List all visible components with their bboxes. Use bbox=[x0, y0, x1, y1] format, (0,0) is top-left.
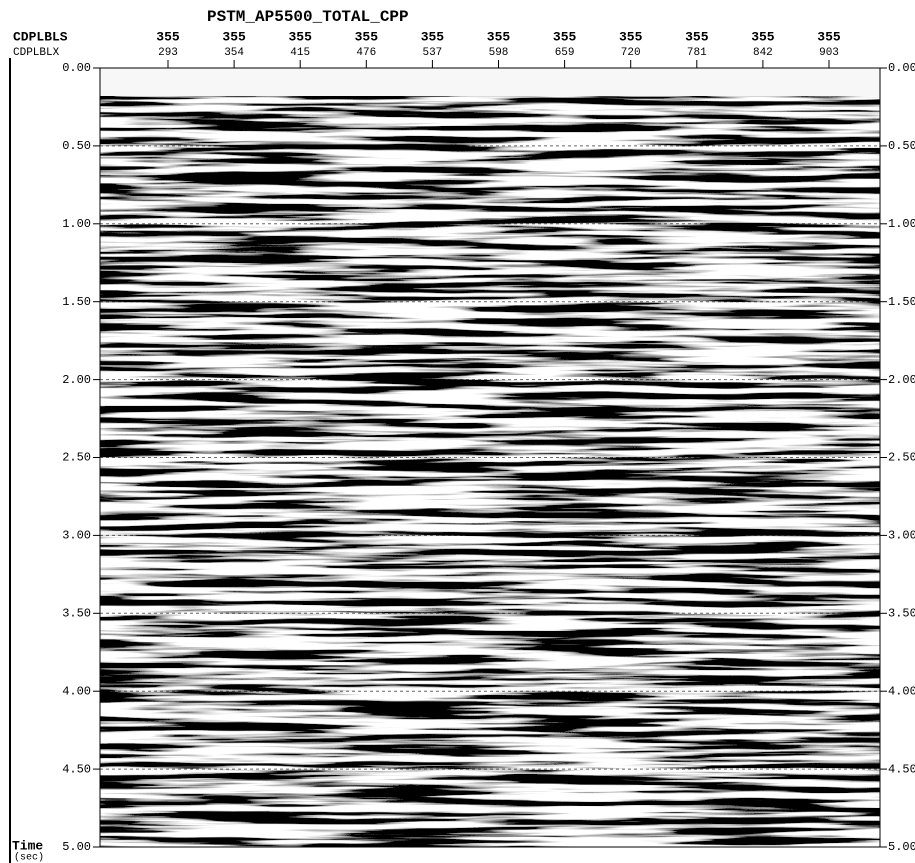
trace-label: 476 bbox=[356, 47, 376, 59]
seismic-image bbox=[100, 96, 880, 847]
trace-label: 355 bbox=[421, 29, 445, 44]
seismic-view: PSTM_AP5500_TOTAL_CPP CDPLBLS CDPLBLX Ti… bbox=[0, 0, 915, 863]
trace-label: 781 bbox=[687, 47, 707, 59]
trace-label: 355 bbox=[288, 29, 312, 44]
section-title: PSTM_AP5500_TOTAL_CPP bbox=[207, 8, 409, 26]
time-label: 3.00 bbox=[888, 529, 915, 543]
trace-label: 659 bbox=[555, 47, 575, 59]
trace-label: 355 bbox=[487, 29, 511, 44]
time-label: 5.00 bbox=[62, 840, 91, 854]
trace-label: 355 bbox=[222, 29, 246, 44]
time-label: 3.00 bbox=[62, 529, 91, 543]
trace-label: 355 bbox=[355, 29, 379, 44]
trace-label: 415 bbox=[290, 47, 310, 59]
time-label: 3.50 bbox=[62, 606, 91, 620]
time-label: 1.00 bbox=[62, 217, 91, 231]
time-label: 0.00 bbox=[62, 61, 91, 75]
time-label: 1.50 bbox=[62, 295, 91, 309]
time-label: 1.00 bbox=[888, 217, 915, 231]
axis-unit: (sec) bbox=[14, 852, 44, 863]
trace-label: 720 bbox=[621, 47, 641, 59]
time-label: 0.50 bbox=[888, 139, 915, 153]
time-label: 2.50 bbox=[62, 451, 91, 465]
time-label: 2.00 bbox=[888, 373, 915, 387]
trace-label: 355 bbox=[619, 29, 643, 44]
trace-label: 355 bbox=[751, 29, 775, 44]
time-label: 4.50 bbox=[888, 762, 915, 776]
page: PSTM_AP5500_TOTAL_CPP CDPLBLS CDPLBLX Ti… bbox=[0, 0, 915, 863]
axis-label: Time bbox=[12, 838, 43, 853]
trace-label: 354 bbox=[224, 47, 244, 59]
time-label: 4.00 bbox=[62, 684, 91, 698]
trace-label: 355 bbox=[685, 29, 709, 44]
trace-label: 537 bbox=[422, 47, 442, 59]
trace-label: 355 bbox=[817, 29, 841, 44]
trace-label: 293 bbox=[158, 47, 178, 59]
time-label: 5.00 bbox=[888, 840, 915, 854]
time-label: 0.00 bbox=[888, 61, 915, 75]
time-label: 4.50 bbox=[62, 762, 91, 776]
time-label: 3.50 bbox=[888, 606, 915, 620]
trace-label: 355 bbox=[156, 29, 180, 44]
time-label: 2.00 bbox=[62, 373, 91, 387]
trace-label: 598 bbox=[489, 47, 509, 59]
row-label: CDPLBLS bbox=[13, 29, 68, 44]
trace-label: 355 bbox=[553, 29, 577, 44]
time-label: 2.50 bbox=[888, 451, 915, 465]
time-label: 4.00 bbox=[888, 684, 915, 698]
row-label: CDPLBLX bbox=[13, 47, 60, 59]
time-label: 0.50 bbox=[62, 139, 91, 153]
trace-label: 903 bbox=[819, 47, 839, 59]
time-label: 1.50 bbox=[888, 295, 915, 309]
trace-label: 842 bbox=[753, 47, 773, 59]
